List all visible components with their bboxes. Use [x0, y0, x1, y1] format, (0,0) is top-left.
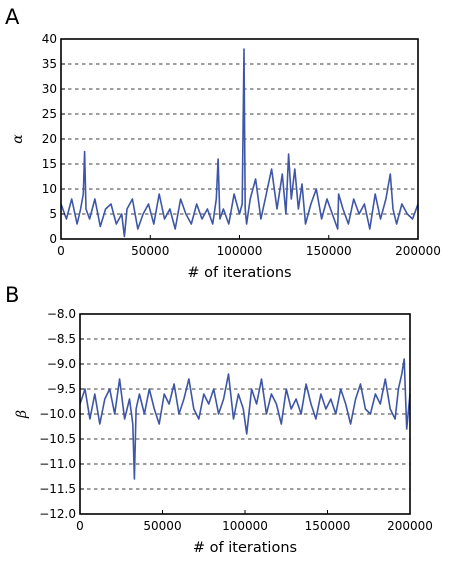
panel-a-gridlines: [61, 38, 418, 240]
panel-a-y-axis-label: α: [10, 134, 26, 144]
panel-b-y-tick-label-5: −9.5: [47, 382, 76, 396]
panel-b-trace-layer: [79, 358, 411, 480]
panel-b-y-tick-label-4: −10.0: [39, 407, 76, 421]
panel-b-y-tick-label-7: −8.5: [47, 332, 76, 346]
panel-b-y-tick-label-1: −11.5: [39, 482, 76, 496]
panel-b-series-0-line: [79, 358, 411, 480]
panel-a-y-tick-label-2: 10: [42, 182, 57, 196]
panel-a-ticks: 0 5 10 15 20 25 30 35 40 0 50000 100000 150000 200000: [42, 32, 441, 258]
panel-b-x-tick-label-3: 150000: [305, 519, 351, 533]
panel-b-x-tick-label-1: 50000: [143, 519, 181, 533]
panel-a-x-tick-label-3: 150000: [306, 244, 352, 258]
panel-a-y-tick-label-8: 40: [42, 32, 57, 46]
panel-b-ticks: −12.0 −11.5 −11.0 −10.5 −10.0 −9.5 −9.0 −8.5 −8.…: [39, 307, 433, 533]
panel-b-y-tick-label-6: −9.0: [47, 357, 76, 371]
panel-b-y-tick-label-0: −12.0: [39, 507, 76, 521]
panel-a-x-axis-label: # of iterations: [187, 265, 291, 281]
panel-b-y-tick-label-2: −11.0: [39, 457, 76, 471]
panel-a-x-tick-label-0: 0: [57, 244, 65, 258]
panel-b-x-axis-label: # of iterations: [193, 540, 297, 556]
panel-b-x-tick-label-0: 0: [76, 519, 84, 533]
panel-b-y-axis-label: β: [14, 410, 30, 419]
panel-b-gridlines: [80, 313, 410, 515]
panel-a: A 0 5 10 15 20 25 30 35 40 0 50000 100000 150000 2000…: [5, 5, 441, 281]
panel-b-x-tick-label-2: 100000: [222, 519, 268, 533]
panel-b: B −12.0−11.5−11.0−10.5−10.0−9.5−9.0−8.5−…: [5, 283, 433, 556]
panel-a-series-0-line: [60, 48, 419, 238]
panel-a-x-tick-label-1: 50000: [131, 244, 169, 258]
panel-a-y-tick-label-0: 0: [49, 232, 57, 246]
panel-b-y-tick-label-8: −8.0: [47, 307, 76, 321]
panel-a-y-tick-label-7: 35: [42, 57, 57, 71]
panel-a-x-tick-label-2: 100000: [217, 244, 263, 258]
panel-b-x-tick-label-4: 200000: [387, 519, 433, 533]
panel-a-trace-layer: [60, 48, 419, 238]
panel-b-y-tick-label-3: −10.5: [39, 432, 76, 446]
panel-a-x-tick-label-4: 200000: [395, 244, 441, 258]
panel-a-y-tick-label-3: 15: [42, 157, 57, 171]
panel-a-y-tick-label-4: 20: [42, 132, 57, 146]
panel-a-y-tick-label-5: 25: [42, 107, 57, 121]
panel-a-y-tick-label-6: 30: [42, 82, 57, 96]
panel-a-y-tick-label-1: 5: [49, 207, 57, 221]
panel-a-letter: A: [5, 5, 20, 29]
panel-b-letter: B: [5, 283, 19, 307]
